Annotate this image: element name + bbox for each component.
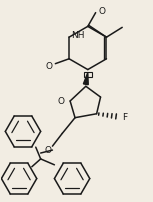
Text: O: O bbox=[45, 62, 52, 71]
Text: O: O bbox=[99, 7, 106, 16]
Polygon shape bbox=[83, 73, 88, 85]
Bar bbox=[84, 72, 92, 78]
Text: F: F bbox=[122, 113, 127, 122]
Text: O: O bbox=[44, 145, 51, 154]
Text: NH: NH bbox=[71, 31, 85, 40]
Text: O: O bbox=[58, 96, 65, 105]
